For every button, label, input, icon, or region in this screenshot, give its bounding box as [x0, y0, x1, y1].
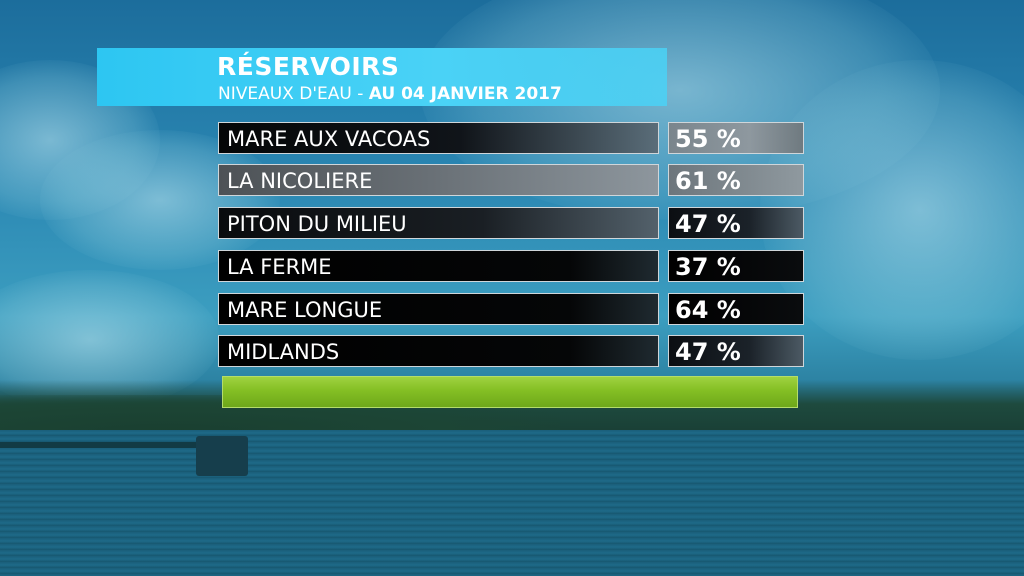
reservoir-level: 55 %	[668, 122, 804, 154]
reservoir-name: MARE LONGUE	[218, 293, 659, 325]
subtitle-prefix: NIVEAUX D'EAU -	[218, 84, 369, 104]
reservoir-name: MIDLANDS	[218, 335, 659, 367]
reservoir-level: 47 %	[668, 207, 804, 239]
reservoir-row: PITON DU MILIEU 47 %	[218, 207, 804, 239]
title-bar	[97, 48, 667, 106]
footer-bar	[222, 376, 798, 408]
reservoir-row: MIDLANDS 47 %	[218, 335, 804, 367]
reservoir-level: 64 %	[668, 293, 804, 325]
background-jetty	[0, 442, 240, 448]
reservoir-level: 61 %	[668, 164, 804, 196]
reservoir-level: 37 %	[668, 250, 804, 282]
background-cloud	[760, 60, 1024, 360]
reservoir-name: LA FERME	[218, 250, 659, 282]
reservoir-row: MARE LONGUE 64 %	[218, 293, 804, 325]
reservoir-row: LA NICOLIERE 61 %	[218, 164, 804, 196]
page-subtitle: NIVEAUX D'EAU - AU 04 JANVIER 2017	[218, 84, 562, 104]
reservoir-name: MARE AUX VACOAS	[218, 122, 659, 154]
reservoir-level: 47 %	[668, 335, 804, 367]
reservoir-row: LA FERME 37 %	[218, 250, 804, 282]
reservoir-name: PITON DU MILIEU	[218, 207, 659, 239]
background-water	[0, 430, 1024, 576]
reservoir-row: MARE AUX VACOAS 55 %	[218, 122, 804, 154]
subtitle-date: AU 04 JANVIER 2017	[368, 84, 562, 104]
background-intake-tower	[196, 436, 248, 476]
page-title: RÉSERVOIRS	[217, 52, 400, 81]
reservoir-name: LA NICOLIERE	[218, 164, 659, 196]
